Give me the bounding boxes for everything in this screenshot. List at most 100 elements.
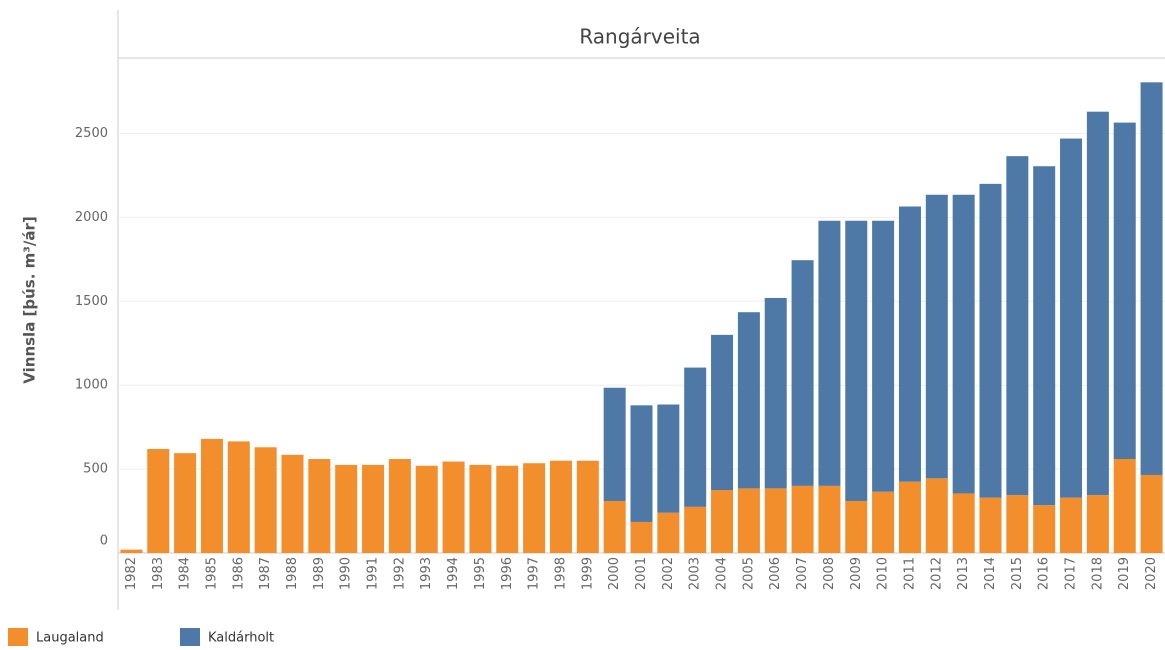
bar-segment [1060, 138, 1083, 498]
bar-segment [657, 404, 680, 513]
bar-segment [442, 461, 465, 553]
bar-segment [979, 183, 1002, 498]
x-tick-label: 1987 [258, 557, 273, 590]
x-tick-label: 1997 [527, 557, 542, 590]
x-tick-label: 2013 [956, 557, 971, 590]
bar-segment [200, 438, 223, 553]
bar-segment [523, 463, 546, 553]
x-tick-label: 1982 [124, 557, 139, 590]
bar-segment [952, 493, 975, 553]
x-tick-label: 2006 [768, 557, 783, 590]
bar-segment [898, 481, 921, 553]
bar-segment [845, 500, 868, 553]
bar-segment [818, 220, 841, 486]
bar-segment [335, 464, 358, 553]
bar-segment [657, 512, 680, 553]
x-tick-label: 2003 [688, 557, 703, 590]
bar-segment [388, 459, 411, 553]
legend-swatch [180, 628, 200, 646]
y-tick-label: 500 [83, 462, 108, 477]
bar-segment [362, 464, 385, 553]
x-tick-label: 2010 [876, 557, 891, 590]
bar-segment [872, 491, 895, 553]
bar-segment [630, 405, 653, 522]
x-tick-label: 1989 [312, 557, 327, 590]
y-tick-label: 1500 [75, 294, 108, 309]
x-tick-label: 2019 [1117, 557, 1132, 590]
bar-segment [952, 194, 975, 494]
x-tick-label: 1996 [500, 557, 515, 590]
bar-segment [120, 549, 143, 553]
x-tick-label: 2015 [1010, 557, 1025, 590]
bar-segment [845, 220, 868, 501]
bar-segment [603, 387, 626, 501]
bar-segment [1006, 156, 1029, 496]
x-tick-label: 2018 [1090, 557, 1105, 590]
bar-segment [925, 194, 948, 479]
x-tick-label: 1990 [339, 557, 354, 590]
bar-segment [898, 206, 921, 482]
x-tick-label: 2007 [795, 557, 810, 590]
y-tick-label: 1000 [75, 378, 108, 393]
bar-segment [979, 497, 1002, 553]
bar-segment [1113, 122, 1136, 460]
bar-segment [415, 465, 438, 553]
y-tick-label: 2500 [75, 126, 108, 141]
y-tick-label: 0 [100, 534, 108, 549]
legend-label: Laugaland [36, 631, 104, 646]
bar-segment [684, 506, 707, 553]
bar-segment [737, 312, 760, 489]
x-tick-label: 2009 [849, 557, 864, 590]
x-tick-label: 2017 [1064, 557, 1079, 590]
bar-segment [174, 453, 197, 553]
x-tick-label: 1992 [392, 557, 407, 590]
x-tick-label: 2005 [741, 557, 756, 590]
bar-segment [469, 464, 492, 553]
x-tick-label: 2002 [661, 557, 676, 590]
x-tick-label: 1994 [446, 557, 461, 590]
bar-segment [764, 488, 787, 553]
x-tick-label: 1995 [473, 557, 488, 590]
x-tick-label: 2020 [1144, 557, 1159, 590]
x-tick-label: 2000 [607, 557, 622, 590]
x-tick-label: 1998 [553, 557, 568, 590]
x-tick-label: 1986 [231, 557, 246, 590]
bar-segment [737, 488, 760, 553]
bar-segment [1086, 111, 1109, 496]
y-axis-label: Vinnsla [þús. m³/ár] [21, 216, 39, 383]
bar-segment [1113, 459, 1136, 553]
bar-segment [791, 260, 814, 486]
bar-segment [1086, 495, 1109, 553]
legend-swatch [8, 628, 28, 646]
bar-segment [711, 490, 734, 553]
x-tick-label: 1993 [419, 557, 434, 590]
x-tick-label: 1984 [178, 557, 193, 590]
x-tick-label: 2004 [715, 557, 730, 590]
x-tick-label: 2014 [983, 557, 998, 590]
bar-segment [630, 521, 653, 553]
bar-segment [254, 447, 277, 553]
x-tick-label: 2008 [822, 557, 837, 590]
bar-segment [791, 485, 814, 553]
bar-segment [1033, 166, 1056, 506]
x-tick-label: 2012 [929, 557, 944, 590]
bar-segment [308, 459, 331, 553]
bar-segment [764, 297, 787, 489]
chart-title: Rangárveita [579, 25, 700, 49]
bar-segment [1140, 82, 1163, 475]
x-tick-label: 1999 [580, 557, 595, 590]
x-tick-label: 1991 [366, 557, 381, 590]
bar-segment [281, 454, 304, 553]
y-tick-label: 2000 [75, 210, 108, 225]
bar-segment [872, 220, 895, 492]
bar-segment [925, 478, 948, 553]
bar-segment [576, 460, 599, 553]
bar-segment [496, 465, 519, 553]
bar-segment [1033, 505, 1056, 553]
x-tick-label: 1983 [151, 557, 166, 590]
bar-segment [549, 460, 572, 553]
bar-segment [711, 334, 734, 491]
bar-segment [147, 448, 170, 553]
legend-label: Kaldárholt [208, 631, 274, 646]
